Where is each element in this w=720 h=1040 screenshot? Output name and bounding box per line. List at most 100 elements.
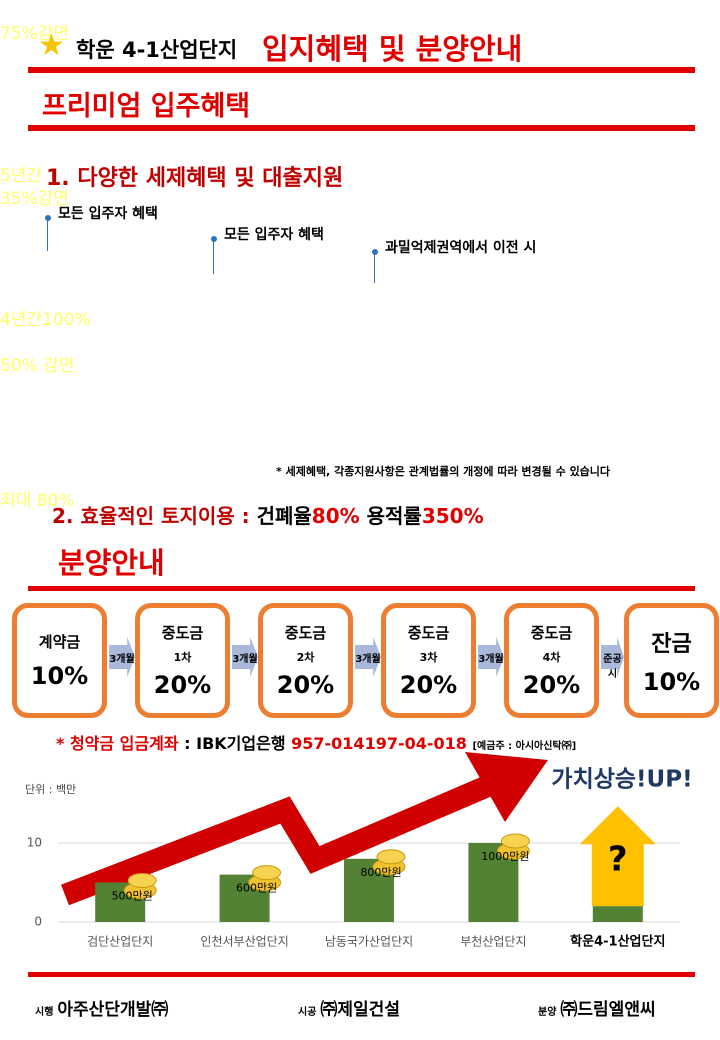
card-line: 5년간 xyxy=(0,166,43,186)
card-line: 50% 감면 xyxy=(0,356,75,376)
y-tick-label: 10 xyxy=(27,836,42,850)
x-tick-label: 부천산업단지 xyxy=(460,934,526,949)
land-use: 2. 효율적인 토지이용 : 건폐율80% 용적률350% xyxy=(52,500,484,529)
step-name: 계약금 xyxy=(38,633,81,651)
footer-item: 시공 ㈜제일건설 xyxy=(298,995,400,1020)
section-title: 프리미엄 입주혜택 xyxy=(42,91,251,122)
step-interval: 3개월 xyxy=(109,654,135,665)
payment-step: 중도금 2차 20% xyxy=(258,603,353,718)
card-line: 지방세특례제한법 제 78조 xyxy=(0,48,112,59)
card-line: 취득세 xyxy=(0,1,47,21)
header-highlight: 입지혜택 및 분양안내 xyxy=(262,32,523,66)
coverage: 80% xyxy=(311,504,360,528)
step-ratio: 10% xyxy=(30,662,89,690)
footer-name: ㈜제일건설 xyxy=(320,1000,400,1020)
x-tick-label: 학운4-1산업단지 xyxy=(570,934,665,950)
divider xyxy=(28,67,695,73)
coin xyxy=(127,873,157,888)
account: * 청약금 입금계좌 : IBK기업은행 957-014197-04-018 [… xyxy=(56,730,576,754)
card-note: 모든 입주자 혜택 xyxy=(224,227,324,243)
payment-step: 중도금 1차 20% xyxy=(135,603,230,718)
star-icon: ★ xyxy=(38,28,65,63)
coin xyxy=(252,865,282,881)
account-number: 957-014197-04-018 xyxy=(291,734,467,753)
account-label: 청약금 입금계좌 xyxy=(69,734,179,753)
up-arrow xyxy=(579,806,656,907)
value-label: 800만원 xyxy=(360,866,401,879)
land-use-title: 2. 효율적인 토지이용 : xyxy=(52,504,250,528)
footer-name: 아주산단개발㈜ xyxy=(57,1000,169,1020)
bar xyxy=(592,906,643,922)
trend-arrow-head xyxy=(465,752,548,822)
card-note: 과밀억제권역에서 이전 시 xyxy=(385,240,537,256)
unit-label: 단위 : 백만 xyxy=(25,783,76,796)
step-interval: 3개월 xyxy=(355,654,381,665)
question-mark: ? xyxy=(608,840,628,880)
divider xyxy=(28,972,695,977)
account-prefix: * xyxy=(56,734,70,753)
card-line: 법인세 xyxy=(0,287,47,307)
step-ratio: 20% xyxy=(276,671,335,699)
value-label: 1000만원 xyxy=(481,850,529,863)
step-interval: 3개월 xyxy=(232,654,258,665)
y-tick-label: 0 xyxy=(34,915,42,929)
step-name: 잔금 xyxy=(651,631,692,657)
note-line xyxy=(47,219,48,251)
floor-area-label: 용적률 xyxy=(366,504,422,528)
footer-role: 분양 xyxy=(538,1007,557,1018)
floor-area: 350% xyxy=(421,504,484,528)
payment-step: 계약금 10% xyxy=(12,603,107,718)
payment-step: 중도금 4차 20% xyxy=(504,603,599,718)
card-line: 75%감면 xyxy=(0,24,70,44)
step-name: 중도금 xyxy=(530,624,573,642)
value-label: 500만원 xyxy=(112,890,153,903)
payment-step: 중도금 3차 20% xyxy=(381,603,476,718)
card-line: 제 1금융권 xyxy=(0,422,79,442)
footnote: * 세제혜택, 각종지원사항은 관계법률의 개정에 따라 변경될 수 있습니다 xyxy=(276,465,611,478)
account-holder: [예금주 : 아시아신탁㈜] xyxy=(472,741,577,752)
step-interval: 준공시 xyxy=(603,654,622,680)
step-sub: 3차 xyxy=(419,651,438,664)
note-line xyxy=(374,253,375,283)
footer-item: 시행 아주산단개발㈜ xyxy=(35,995,168,1020)
card-line: 이후 2년간 xyxy=(0,333,79,353)
footer-role: 시공 xyxy=(298,1007,317,1018)
note-dot xyxy=(211,236,217,242)
card-line: 초저금리 xyxy=(0,445,63,465)
step-sub: 2차 xyxy=(296,651,315,664)
card-line: 35%감면 xyxy=(0,189,70,209)
chart-annotation: 가치상승!UP! xyxy=(551,767,692,793)
step-name: 중도금 xyxy=(407,624,450,642)
step-ratio: 20% xyxy=(399,671,458,699)
coverage-label: 건폐율 xyxy=(256,504,312,528)
trend-arrow xyxy=(61,774,495,906)
x-tick-label: 검단산업단지 xyxy=(87,935,153,949)
account-bank: : IBK기업은행 xyxy=(184,734,286,753)
note-dot xyxy=(45,215,51,221)
divider xyxy=(28,125,695,131)
value-label: 600만원 xyxy=(236,882,277,895)
card-line: 최대 80% xyxy=(0,491,75,511)
step-arrow xyxy=(601,637,624,677)
note-line xyxy=(213,240,214,274)
step-ratio: 20% xyxy=(522,671,581,699)
payment-step: 잔금 10% xyxy=(624,603,719,718)
step-name: 중도금 xyxy=(284,624,327,642)
footer-name: ㈜드림엘앤씨 xyxy=(560,1000,656,1020)
card-line: 4년간100% xyxy=(0,310,91,330)
divider xyxy=(28,586,695,591)
benefits-title: 1. 다양한 세제혜택 및 대출지원 xyxy=(46,166,344,191)
step-sub: 4차 xyxy=(542,651,561,664)
sale-title: 분양안내 xyxy=(58,546,165,580)
step-ratio: 20% xyxy=(153,671,212,699)
x-tick-label: 인천서부산업단지 xyxy=(200,934,288,949)
card-line: 대출지원 xyxy=(0,468,63,488)
card-line: 지방세특례제한법 제 78조 xyxy=(0,380,112,391)
step-interval: 3개월 xyxy=(478,654,504,665)
step-sub: 1차 xyxy=(173,651,192,664)
benefit-card: 재산세 5년간 35%감면 지방세특례제한법 제 78조 xyxy=(0,142,139,286)
step-ratio: 10% xyxy=(642,667,701,696)
